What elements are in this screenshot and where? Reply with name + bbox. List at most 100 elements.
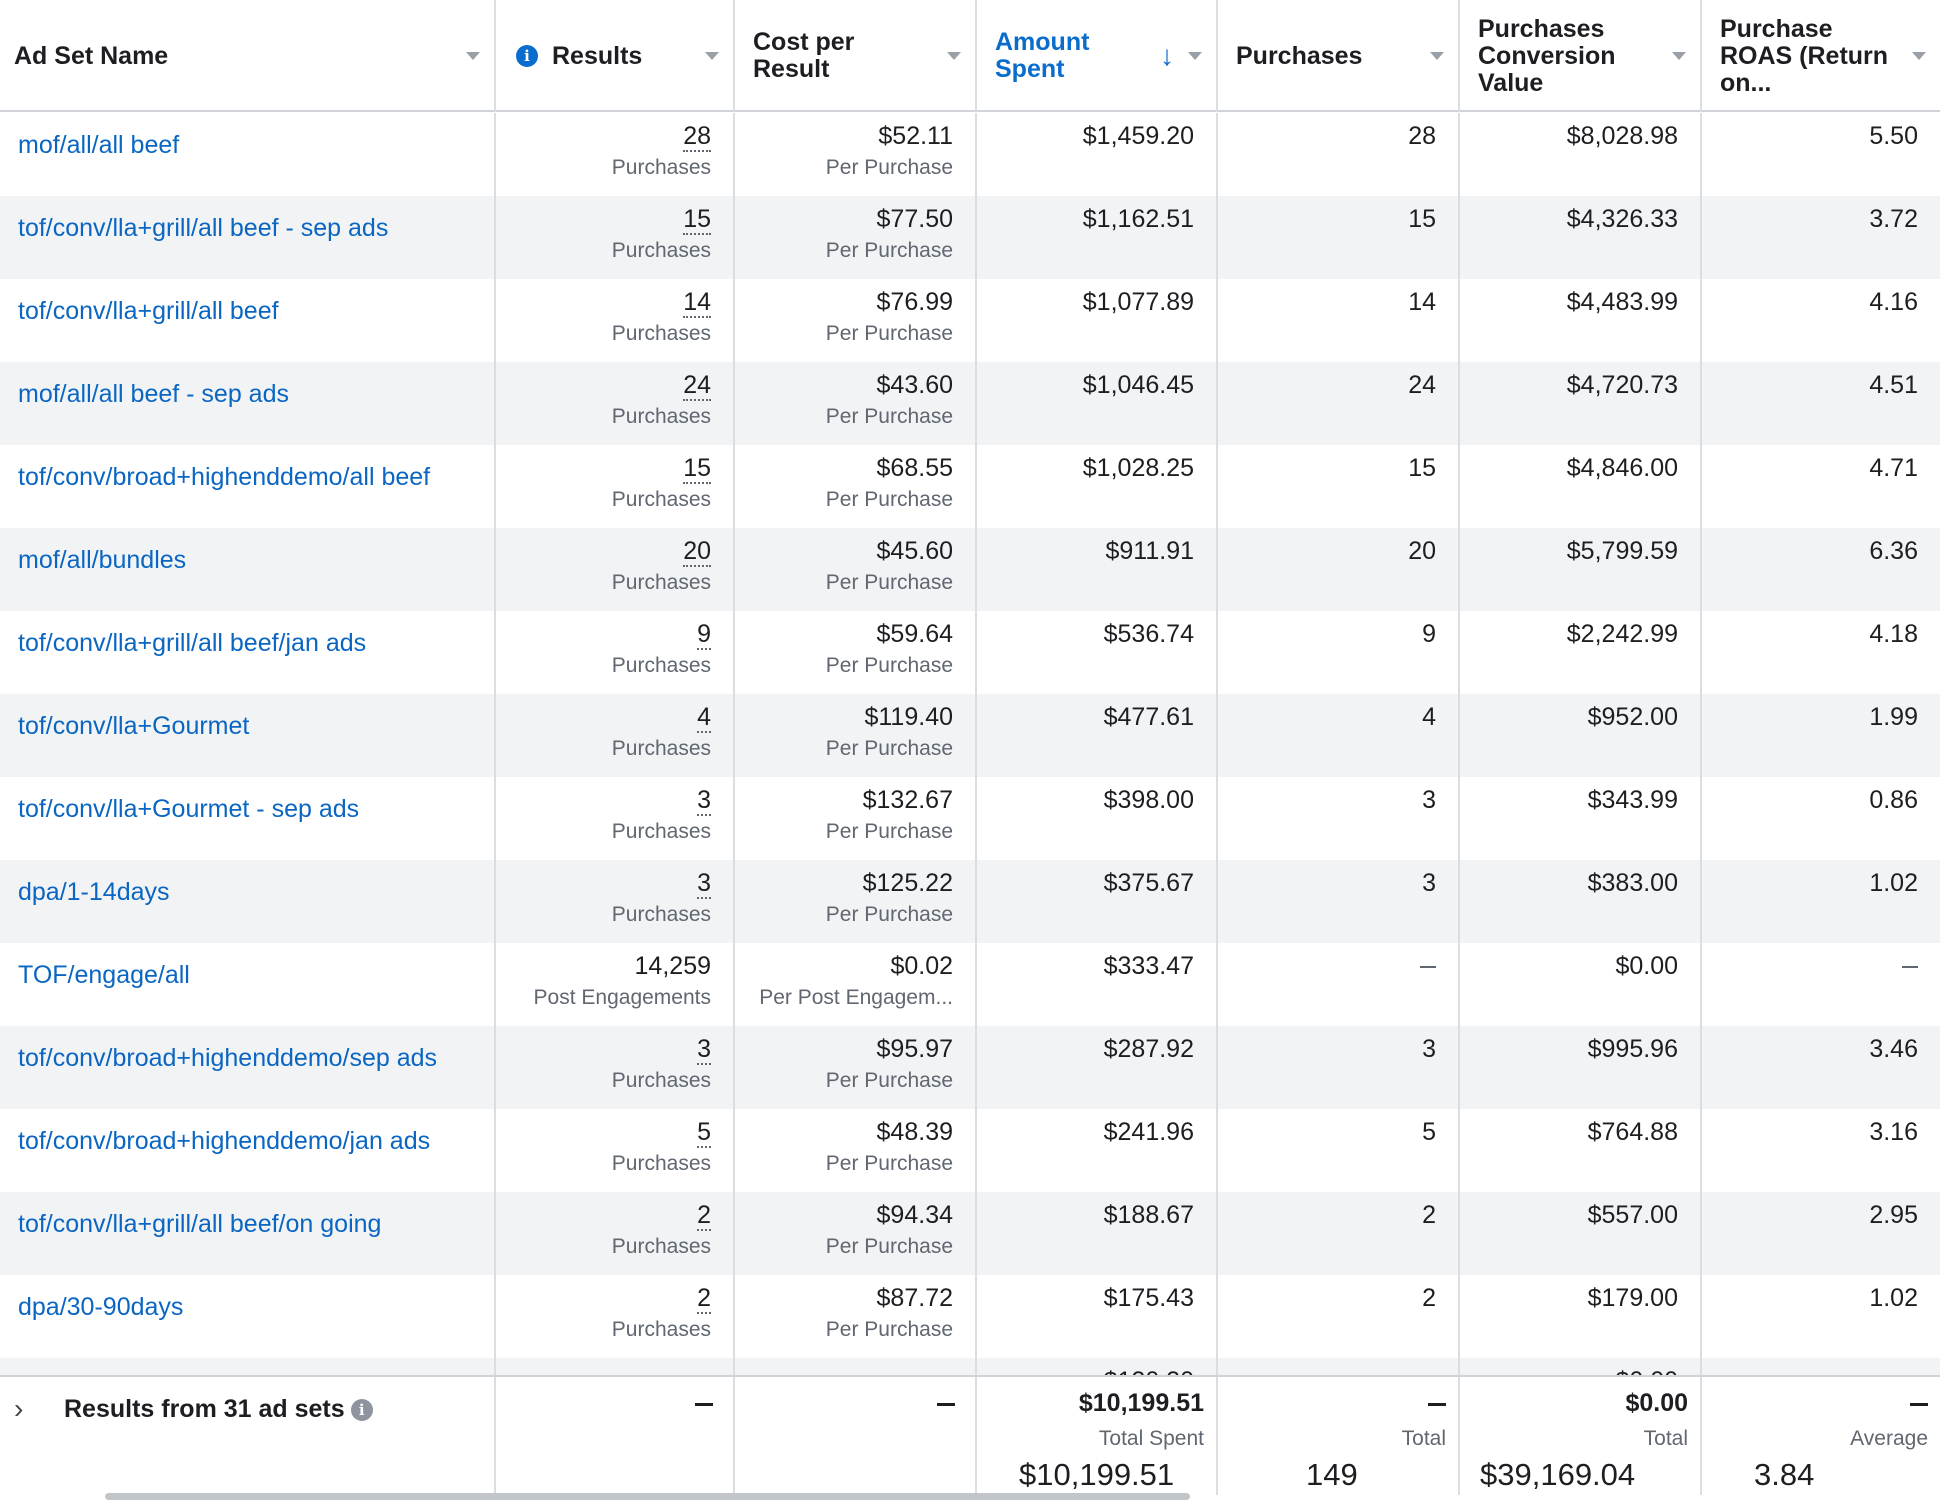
table-row[interactable]: tof/conv/lla+Gourmet - sep ads 3 Purchases… — [0, 777, 1940, 860]
results-value[interactable]: 24 — [683, 371, 711, 401]
conversion-value-cell: $2,242.99 — [1460, 611, 1702, 694]
table-row[interactable]: mof/all/all beef 28 Purchases $52.11 Per Pur… — [0, 113, 1940, 196]
ad-set-name-link[interactable]: TOF/engage/all — [18, 961, 190, 989]
results-value[interactable]: 3 — [697, 786, 711, 816]
column-header-cost-per-result[interactable]: Cost per Result — [735, 0, 977, 112]
table-row[interactable]: tof/conv/lla+grill/all beef - sep ads 15 P… — [0, 196, 1940, 279]
summary-cost-per-result — [735, 1377, 977, 1495]
conversion-value-cell: $764.88 — [1460, 1109, 1702, 1192]
amount-spent-cell: $1,028.25 — [977, 445, 1218, 528]
ad-set-name-link[interactable]: tof/conv/lla+grill/all beef/jan ads — [18, 629, 367, 657]
table-row[interactable]: tof/conv/broad+highenddemo/sep ads 3 Purch… — [0, 1026, 1940, 1109]
column-header-ad-set-name[interactable]: Ad Set Name — [0, 0, 496, 112]
conversion-value: $764.88 — [1587, 1118, 1678, 1146]
purchases-value: 15 — [1408, 454, 1436, 482]
table-row[interactable]: tof/conv/lla+grill/all beef 14 Purchases $7… — [0, 279, 1940, 362]
amount-spent-value: $287.92 — [1103, 1035, 1194, 1063]
purchases-cell: 9 — [1218, 611, 1460, 694]
roas-value: 4.16 — [1869, 288, 1918, 316]
results-unit: Purchases — [611, 903, 711, 926]
column-header-results[interactable]: i Results — [496, 0, 735, 112]
ad-set-name-link[interactable]: dpa/30-90days — [18, 1293, 184, 1321]
results-value[interactable]: 2 — [697, 1201, 711, 1231]
roas-cell: 0.86 — [1702, 777, 1940, 860]
roas-value: 4.18 — [1869, 620, 1918, 648]
table-row[interactable]: tof/conv/lla+Gourmet 4 Purchases $119.40 Per… — [0, 694, 1940, 777]
ad-set-name-link[interactable]: tof/conv/lla+grill+cities/all beef — [18, 1366, 472, 1375]
column-header-amount-spent[interactable]: Amount Spent ↓ — [977, 0, 1218, 112]
results-value[interactable]: 3 — [697, 869, 711, 899]
results-value[interactable]: 2 — [697, 1284, 711, 1314]
ad-set-name-link[interactable]: tof/conv/lla+Gourmet - sep ads — [18, 795, 360, 823]
table-row[interactable]: TOF/engage/all 14,259 Post Engagements $0.0… — [0, 943, 1940, 1026]
chevron-down-icon[interactable] — [705, 52, 719, 60]
chevron-down-icon[interactable] — [1430, 52, 1444, 60]
cost-per-result-unit: Per Purchase — [825, 1152, 953, 1175]
results-value[interactable]: 3 — [697, 1035, 711, 1065]
purchases-cell — [1218, 943, 1460, 1026]
purchases-value: 4 — [1422, 703, 1436, 731]
empty-dash — [1720, 951, 1918, 981]
purchases-cell: 2 — [1218, 1192, 1460, 1275]
results-value[interactable]: 14,259 — [634, 952, 711, 980]
cost-per-result-cell: $119.40 Per Purchase — [735, 694, 977, 777]
horizontal-scrollbar[interactable] — [105, 1493, 1190, 1500]
conversion-value: $4,846.00 — [1566, 454, 1678, 482]
results-value[interactable]: 4 — [697, 703, 711, 733]
results-value[interactable]: 14 — [683, 288, 711, 318]
results-value[interactable]: 20 — [683, 537, 711, 567]
table-row[interactable]: tof/conv/broad+highenddemo/all beef 15 Pur… — [0, 445, 1940, 528]
chevron-down-icon[interactable] — [1672, 52, 1686, 60]
results-cell: 24 Purchases — [496, 362, 735, 445]
table-row[interactable]: mof/all/all beef - sep ads 24 Purchases $43… — [0, 362, 1940, 445]
results-cell: 14 Purchases — [496, 279, 735, 362]
chevron-down-icon[interactable] — [1912, 52, 1926, 60]
summary-title-cell[interactable]: › Results from 31 ad sets i — [0, 1377, 496, 1495]
purchases-cell: 28 — [1218, 113, 1460, 196]
sort-descending-icon[interactable]: ↓ — [1160, 40, 1174, 71]
table-row[interactable]: tof/conv/lla+grill/all beef/jan ads 9 Purc… — [0, 611, 1940, 694]
info-icon[interactable]: i — [350, 1399, 373, 1421]
ad-set-name-link[interactable]: tof/conv/lla+grill/all beef — [18, 297, 279, 325]
column-header-purchase-roas[interactable]: Purchase ROAS (Return on... — [1702, 0, 1940, 112]
column-header-purchases-conversion-value[interactable]: Purchases Conversion Value — [1460, 0, 1702, 112]
ad-set-name-link[interactable]: mof/all/all beef — [18, 131, 180, 159]
table-row[interactable]: mof/all/bundles 20 Purchases $45.60 Per Purc… — [0, 528, 1940, 611]
chevron-down-icon[interactable] — [466, 52, 480, 60]
ad-set-name-link[interactable]: tof/conv/lla+Gourmet — [18, 712, 250, 740]
table-row[interactable]: tof/conv/broad+highenddemo/jan ads 5 Purch… — [0, 1109, 1940, 1192]
ad-set-name-link[interactable]: tof/conv/lla+grill/all beef - sep ads — [18, 214, 389, 242]
results-value[interactable]: 9 — [697, 620, 711, 650]
conversion-value: $4,720.73 — [1566, 371, 1678, 399]
table-row[interactable]: dpa/1-14days 3 Purchases $125.22 Per Purchas… — [0, 860, 1940, 943]
ad-set-name-link[interactable]: dpa/1-14days — [18, 878, 170, 906]
results-value[interactable]: 5 — [697, 1118, 711, 1148]
cost-per-result-value: $125.22 — [862, 869, 953, 897]
ad-set-name-link[interactable]: tof/conv/broad+highenddemo/all beef — [18, 463, 431, 491]
chevron-right-icon[interactable]: › — [14, 1393, 24, 1424]
ad-set-name-cell: tof/conv/lla+grill/all beef/jan ads — [0, 611, 496, 694]
results-value[interactable]: 28 — [683, 122, 711, 152]
ad-set-name-link[interactable]: mof/all/bundles — [18, 546, 187, 574]
results-value[interactable]: 15 — [683, 454, 711, 484]
ad-set-name-link[interactable]: tof/conv/broad+highenddemo/sep ads — [18, 1044, 438, 1072]
table-row[interactable]: tof/conv/lla+grill+cities/all beef $120.2… — [0, 1358, 1940, 1375]
chevron-down-icon[interactable] — [1188, 52, 1202, 60]
roas-cell: 3.16 — [1702, 1109, 1940, 1192]
results-value-wrap: 3 — [514, 1034, 711, 1065]
roas-value: 4.51 — [1869, 371, 1918, 399]
ad-set-name-link[interactable]: tof/conv/lla+grill/all beef/on going — [18, 1210, 382, 1238]
table-row[interactable]: dpa/30-90days 2 Purchases $87.72 Per Purchas… — [0, 1275, 1940, 1358]
info-icon[interactable]: i — [516, 45, 538, 67]
amount-spent-cell: $175.43 — [977, 1275, 1218, 1358]
table-row[interactable]: tof/conv/lla+grill/all beef/on going 2 Pur… — [0, 1192, 1940, 1275]
conversion-value: $995.96 — [1587, 1035, 1678, 1063]
cost-per-result-value: $52.11 — [878, 122, 953, 150]
summary-conversion-value-total: $39,169.04 — [1480, 1457, 1636, 1492]
column-header-purchases[interactable]: Purchases — [1218, 0, 1460, 112]
ad-set-name-link[interactable]: tof/conv/broad+highenddemo/jan ads — [18, 1127, 431, 1155]
chevron-down-icon[interactable] — [947, 52, 961, 60]
results-value[interactable]: 15 — [683, 205, 711, 235]
ad-set-name-link[interactable]: mof/all/all beef - sep ads — [18, 380, 289, 408]
amount-spent-cell: $287.92 — [977, 1026, 1218, 1109]
